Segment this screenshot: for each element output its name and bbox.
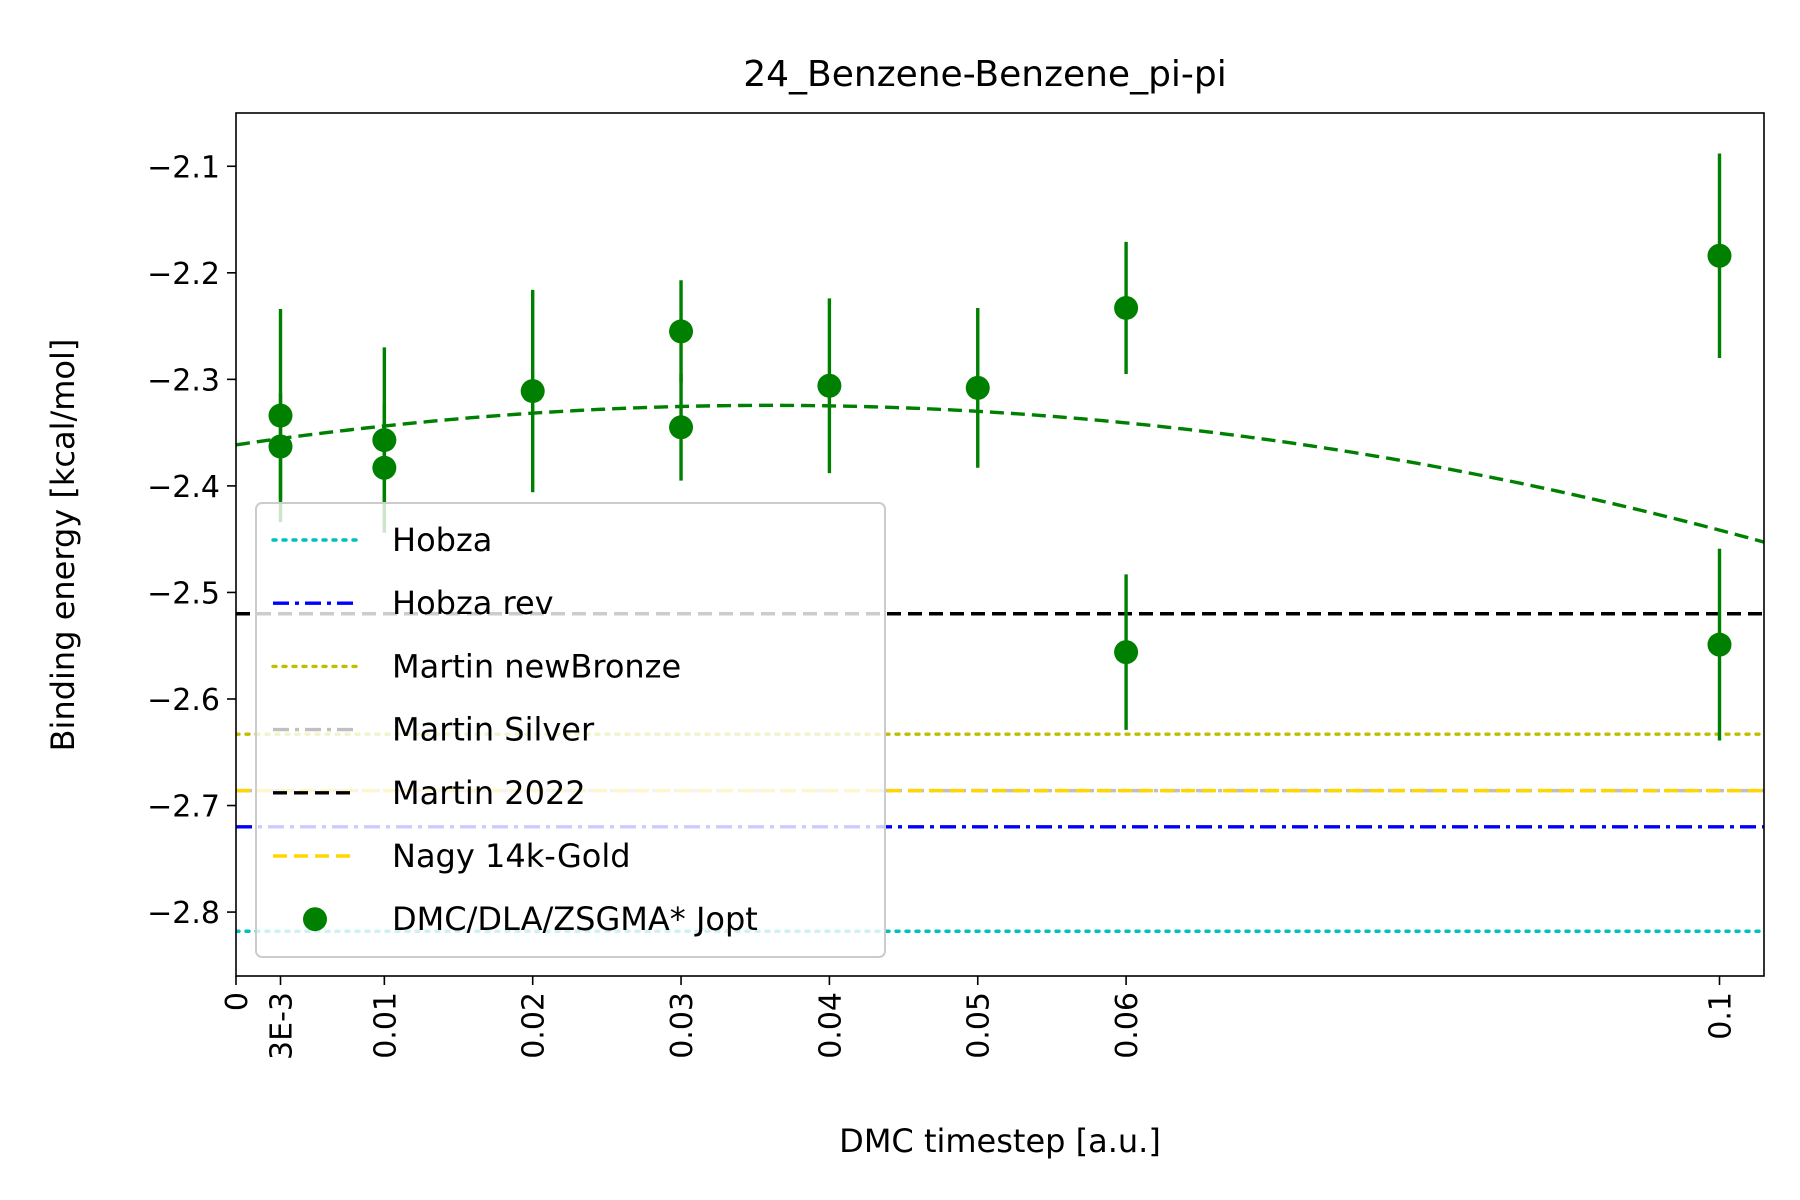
data-point — [1114, 241, 1139, 375]
x-tick-label: 0.03 — [665, 992, 700, 1059]
legend-item: DMC/DLA/ZSGMA* Jopt — [303, 900, 758, 938]
legend-label: DMC/DLA/ZSGMA* Jopt — [392, 900, 758, 938]
legend-item: Hobza — [271, 521, 492, 559]
legend-box — [255, 502, 886, 958]
data-point — [669, 280, 694, 383]
fit-curve-layer — [236, 403, 1764, 544]
point-marker — [1114, 640, 1139, 665]
chart-title: 24_Benzene-Benzene_pi-pi — [743, 54, 1227, 95]
x-tick-label: 0.06 — [1110, 992, 1145, 1059]
point-marker — [817, 373, 842, 398]
point-marker — [1707, 632, 1732, 657]
legend-label: Hobza rev — [392, 584, 554, 622]
x-tick-label: 3E-3 — [265, 992, 300, 1060]
legend-label: Nagy 14k-Gold — [392, 837, 631, 875]
y-tick-label: −2.3 — [147, 363, 220, 398]
data-point — [268, 393, 293, 500]
legend-item: Hobza rev — [273, 584, 554, 622]
legend-item: Martin 2022 — [273, 774, 586, 812]
point-marker — [669, 415, 694, 440]
legend-label: Martin Silver — [392, 711, 595, 749]
legend-label: Martin newBronze — [392, 647, 681, 685]
point-marker — [669, 319, 694, 344]
point-marker — [372, 455, 397, 480]
data-point — [1114, 574, 1139, 730]
legend-label: Martin 2022 — [392, 774, 586, 812]
y-tick-label: −2.2 — [147, 257, 220, 292]
x-tick-label: 0.1 — [1703, 992, 1738, 1040]
data-point — [669, 374, 694, 481]
x-axis-ticks: 0 3E-3 0.01 0.02 0.03 0.04 0.05 0.06 0.1 — [220, 976, 1738, 1060]
legend-item: Martin Silver — [273, 711, 595, 749]
data-point — [520, 289, 545, 493]
y-tick-label: −2.8 — [147, 896, 220, 931]
legend-label: Hobza — [392, 521, 492, 559]
legend-item: Martin newBronze — [271, 647, 681, 685]
y-tick-label: −2.1 — [147, 150, 220, 185]
x-axis-label: DMC timestep [a.u.] — [839, 1122, 1161, 1160]
y-axis-ticks: −2.1 −2.2 −2.3 −2.4 −2.5 −2.6 −2.7 −2.8 — [147, 150, 236, 931]
point-marker — [1114, 295, 1139, 320]
x-tick-label: 0 — [220, 992, 255, 1011]
x-tick-label: 0.01 — [368, 992, 403, 1059]
plot-frame — [235, 112, 1765, 977]
y-tick-label: −2.6 — [147, 683, 220, 718]
legend: Hobza Hobza rev Martin newBronze Martin Sil… — [255, 502, 886, 958]
y-tick-label: −2.7 — [147, 790, 220, 825]
y-tick-label: −2.4 — [147, 470, 220, 505]
legend-swatch — [303, 907, 327, 932]
data-point — [965, 307, 990, 468]
data-point — [1707, 153, 1732, 359]
y-tick-label: −2.5 — [147, 576, 220, 611]
data-point — [1707, 548, 1732, 741]
point-marker — [520, 379, 545, 404]
x-tick-label: 0.04 — [813, 992, 848, 1059]
legend-item: Nagy 14k-Gold — [273, 837, 631, 875]
data-point — [817, 298, 842, 474]
point-marker — [965, 375, 990, 400]
fit-curve — [236, 403, 1764, 544]
y-axis-label: Binding energy [kcal/mol] — [44, 339, 82, 752]
point-marker — [1707, 243, 1732, 268]
point-marker — [268, 434, 293, 459]
x-tick-label: 0.05 — [962, 992, 997, 1059]
x-tick-label: 0.02 — [517, 992, 552, 1059]
